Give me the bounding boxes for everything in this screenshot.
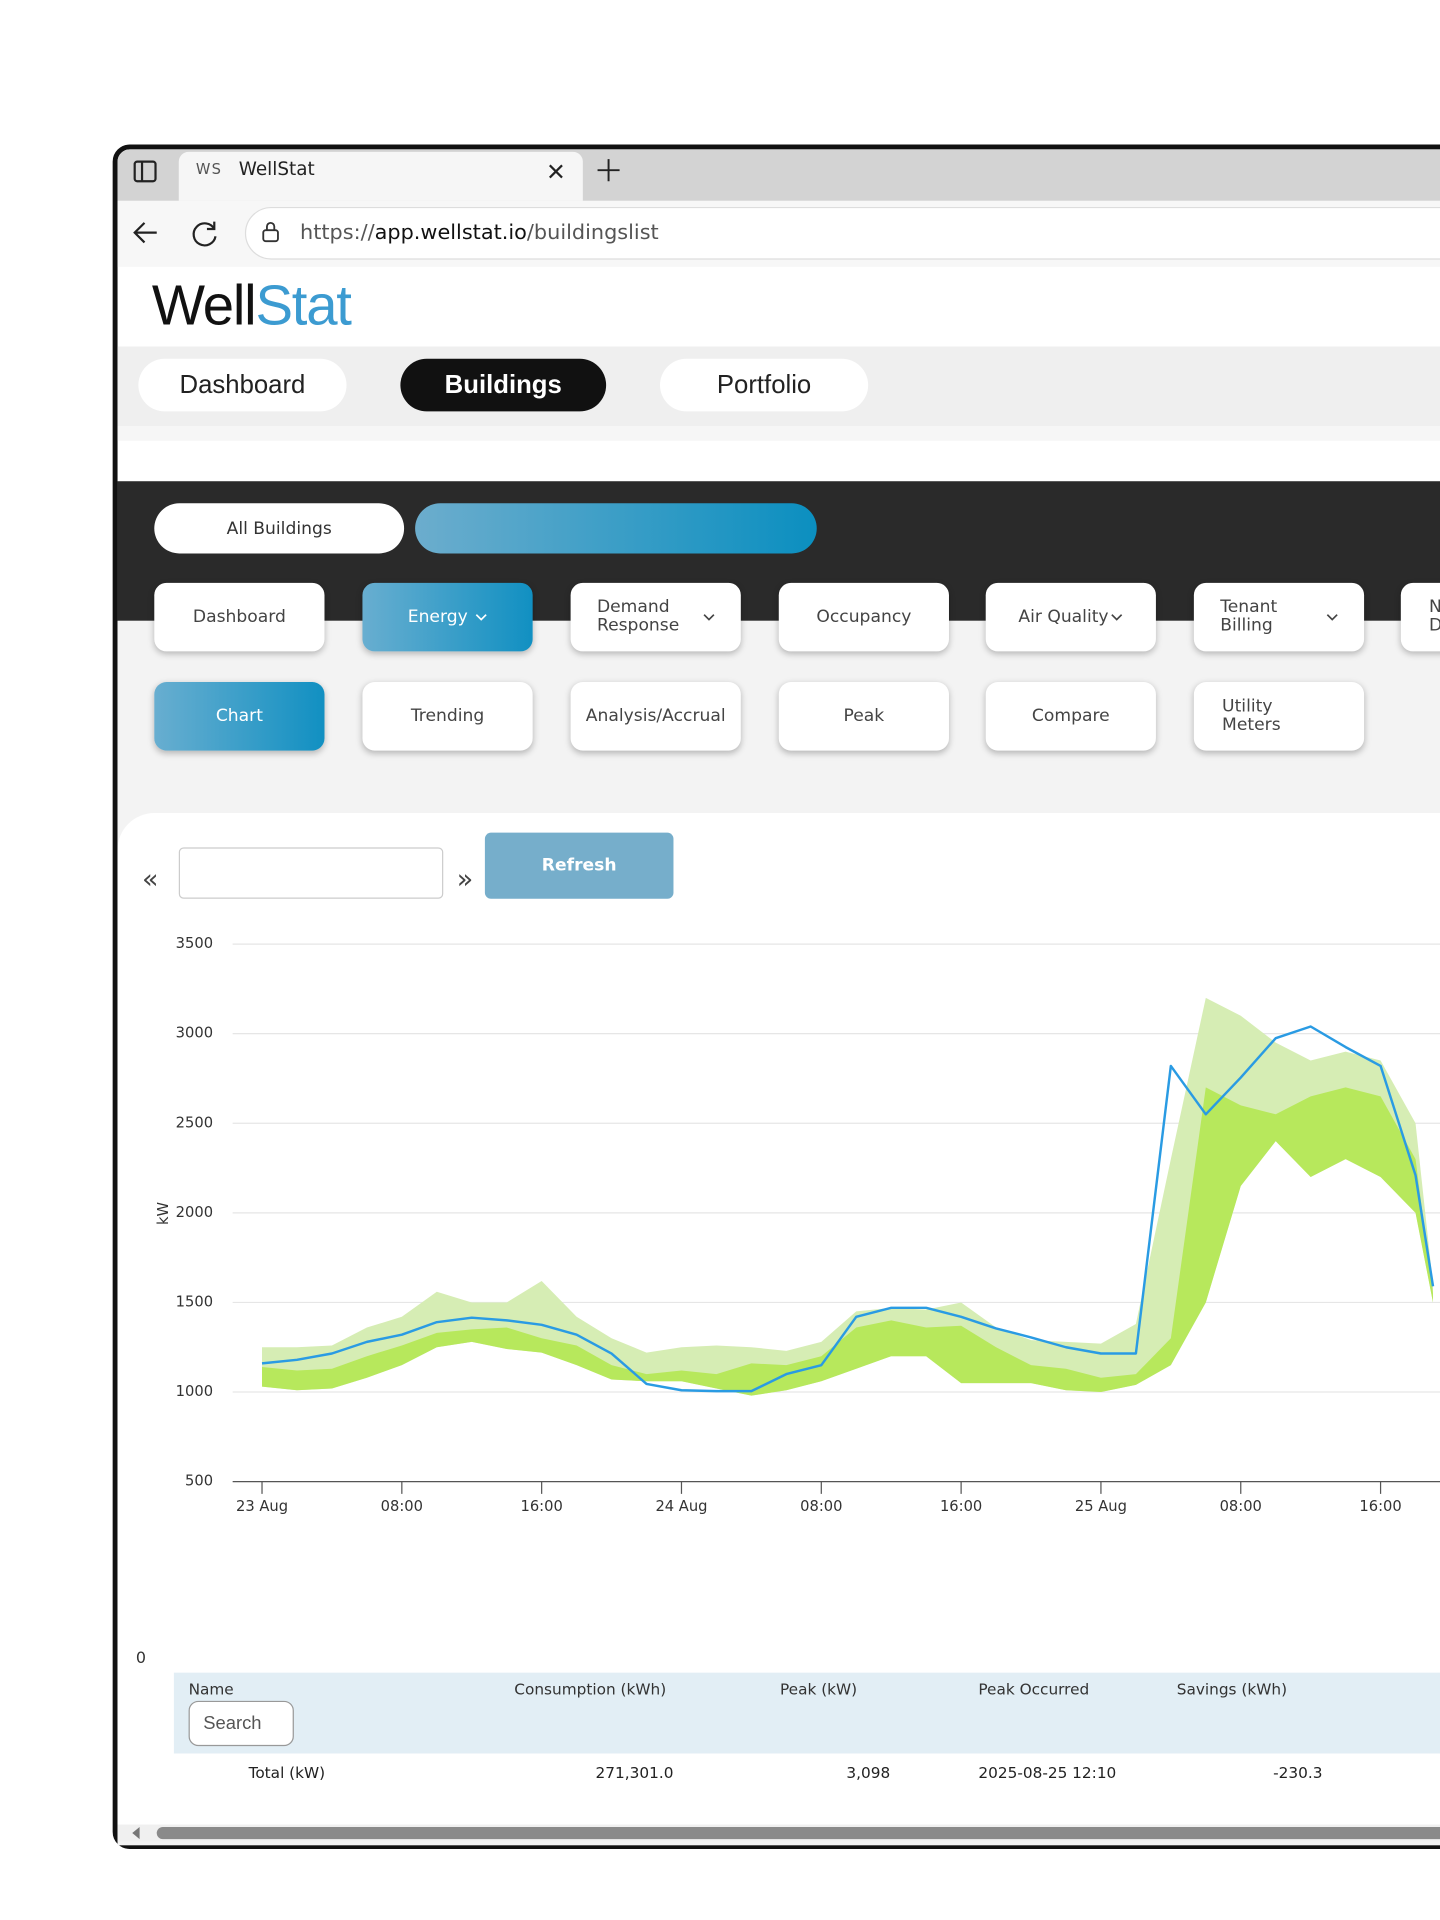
new-tab[interactable] (595, 157, 622, 184)
nav-button[interactable]: Portfolio (660, 358, 869, 412)
sub-tab[interactable]: Utility Meters (1193, 682, 1365, 751)
cell: 2025-08-25 12:10 (978, 1763, 1117, 1782)
label: Air Quality (1018, 606, 1109, 627)
close-tab[interactable] (546, 162, 566, 182)
band-area (262, 997, 1434, 1396)
url-host: app.wellstat.io (374, 220, 527, 245)
label: Tenant Billing (1220, 597, 1278, 636)
x-tick-label: 25 Aug (1075, 1498, 1127, 1515)
module-tab[interactable]: Dashboard (154, 582, 325, 652)
sub-tab[interactable]: Chart (154, 682, 325, 751)
module-tab[interactable]: Air Quality (985, 582, 1156, 652)
y-tick-label: 2000 (176, 1204, 213, 1221)
scroll-thumb[interactable] (156, 1826, 1440, 1840)
sub-tab[interactable]: Peak (778, 682, 949, 751)
active-tab[interactable] (178, 151, 583, 201)
column-header[interactable]: Peak Occurred (978, 1680, 1090, 1699)
band-area (262, 1087, 1434, 1396)
label: Peak (843, 705, 885, 726)
label: Chart (215, 705, 263, 726)
x-tick-label: 23 Aug (236, 1498, 288, 1515)
column-header[interactable]: Name (188, 1680, 234, 1699)
chevron (1111, 613, 1123, 621)
logo-part: Well (151, 273, 257, 337)
sub-tab[interactable]: Trending (362, 682, 533, 751)
y-tick-label: 3000 (176, 1025, 213, 1042)
x-tick-label: 24 Aug (655, 1498, 707, 1515)
cell: 3,098 (846, 1763, 891, 1782)
date-input[interactable] (178, 847, 444, 899)
label: Utility Meters (1222, 696, 1281, 735)
y-axis-label: kW (155, 1201, 172, 1225)
url-prefix: https:// (300, 220, 375, 245)
line (261, 1025, 1435, 1393)
x-tick-label: 16:00 (1359, 1498, 1401, 1515)
count: 0 (135, 1649, 147, 1668)
label: Trending (410, 705, 485, 726)
y-tick-label: 2500 (176, 1114, 213, 1131)
module-tab[interactable]: N D (1400, 582, 1440, 652)
logo[interactable]: WellStat (151, 272, 352, 338)
table-header (173, 1672, 1440, 1754)
x-tick-label: 08:00 (800, 1498, 842, 1515)
x-tick-label: 08:00 (381, 1498, 423, 1515)
cell: Total (kW) (248, 1763, 326, 1782)
x-tick-label: 08:00 (1220, 1498, 1262, 1515)
sidebar-icon[interactable] (132, 159, 159, 183)
module-tab[interactable]: Energy (362, 582, 533, 652)
label: Demand Response (596, 597, 680, 636)
x-tick-label: 16:00 (940, 1498, 982, 1515)
sub-tab[interactable]: Analysis/Accrual (570, 682, 741, 751)
nav-button[interactable]: Dashboard (138, 358, 347, 412)
building-selector[interactable]: All Buildings (154, 503, 405, 554)
label: N D (1429, 598, 1440, 636)
sub-tab[interactable]: Compare (985, 682, 1156, 751)
module-tab[interactable]: Occupancy (778, 582, 949, 652)
cell: -230.3 (1273, 1763, 1323, 1782)
column-header[interactable]: Savings (kWh) (1176, 1680, 1288, 1699)
lock-icon (262, 221, 279, 243)
chevron (1326, 613, 1338, 621)
next-button[interactable]: » (456, 864, 474, 896)
label: Energy (407, 606, 468, 627)
y-tick-label: 500 (185, 1473, 213, 1490)
module-tab[interactable]: Tenant Billing (1193, 582, 1365, 652)
divider (117, 426, 1440, 441)
label: Compare (1031, 705, 1110, 726)
prev-button[interactable]: « (142, 864, 159, 896)
favicon: WS (195, 160, 223, 178)
scroll-left[interactable] (129, 1826, 144, 1841)
url: https://app.wellstat.io/buildingslist (300, 220, 659, 244)
back-button[interactable] (130, 218, 162, 247)
search-input[interactable]: Search (188, 1700, 294, 1747)
logo-part: Stat (255, 273, 352, 337)
column-header[interactable]: Consumption (kWh) (514, 1680, 667, 1699)
url-path: /buildingslist (526, 220, 659, 245)
tab-title: WellStat (238, 157, 315, 181)
chevron (475, 613, 487, 621)
chevron (702, 613, 714, 621)
label: Dashboard (192, 606, 286, 627)
reload-button[interactable] (190, 218, 222, 250)
module-tab[interactable]: Demand Response (570, 582, 741, 652)
y-tick-label: 3500 (176, 935, 213, 952)
chart-card (117, 813, 1440, 1842)
label: Analysis/Accrual (585, 705, 726, 726)
x-tick-label: 16:00 (520, 1498, 562, 1515)
column-header[interactable]: Peak (kW) (780, 1680, 858, 1699)
y-tick-label: 1500 (176, 1293, 213, 1310)
url-field[interactable] (244, 206, 1440, 260)
building-dropdown[interactable] (415, 503, 817, 554)
label: Occupancy (816, 606, 912, 627)
cell: 271,301.0 (595, 1763, 674, 1782)
nav-button[interactable]: Buildings (400, 358, 607, 412)
y-tick-label: 1000 (176, 1383, 213, 1400)
refresh-button[interactable]: Refresh (484, 832, 674, 899)
